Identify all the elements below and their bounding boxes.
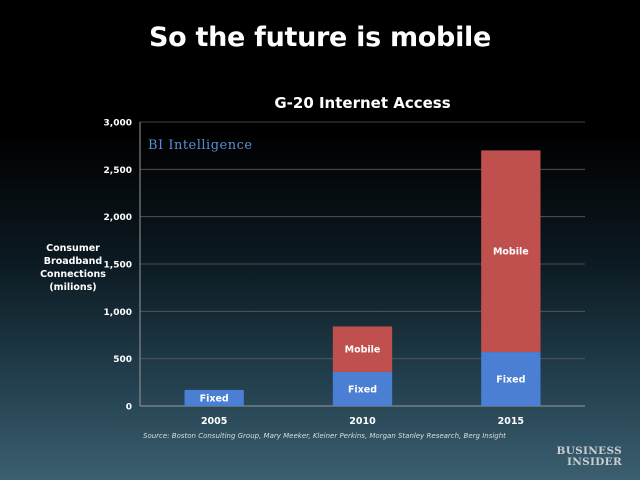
source-note: Source: Boston Consulting Group, Mary Me… <box>143 432 506 440</box>
bar-label: Mobile <box>345 345 381 356</box>
bi-intelligence-logo: BI Intelligence <box>148 138 253 153</box>
business-insider-logo: BUSINESS INSIDER <box>557 446 622 468</box>
y-tick-label: 0 <box>126 403 132 413</box>
y-tick-label: 1,500 <box>104 261 132 271</box>
chart-title: G-20 Internet Access <box>274 94 451 112</box>
brand-line: BUSINESS <box>556 445 622 457</box>
brand-line: INSIDER <box>567 456 622 468</box>
y-tick-label: 1,000 <box>104 308 132 318</box>
y-axis-label-line: Broadband <box>43 256 103 267</box>
y-tick-label: 2,500 <box>104 166 132 176</box>
y-axis-label: Consumer Broadband Connections (milions) <box>28 242 118 294</box>
y-tick-label: 500 <box>113 355 132 365</box>
bar-label: Fixed <box>496 375 525 386</box>
slide-title: So the future is mobile <box>148 22 492 53</box>
bar-label: Mobile <box>493 247 529 258</box>
bar-segment-fixed <box>184 389 244 406</box>
x-tick-label: 2015 <box>498 416 524 427</box>
bar-segment-mobile <box>332 326 393 372</box>
bar-segment-fixed <box>481 352 541 406</box>
y-axis-label-line: Connections <box>40 269 106 280</box>
x-tick-label: 2005 <box>201 416 227 427</box>
bar-label: Fixed <box>200 393 229 404</box>
x-tick-label: 2010 <box>349 416 376 427</box>
y-axis-label-line: (milions) <box>49 282 97 293</box>
bar-segment-fixed <box>332 371 393 406</box>
y-tick-label: 2,000 <box>104 213 132 223</box>
bar-segment-mobile <box>481 150 541 353</box>
bar-label: Fixed <box>348 384 377 395</box>
y-axis-label-line: Consumer <box>46 243 100 254</box>
y-tick-label: 3,000 <box>104 119 132 129</box>
